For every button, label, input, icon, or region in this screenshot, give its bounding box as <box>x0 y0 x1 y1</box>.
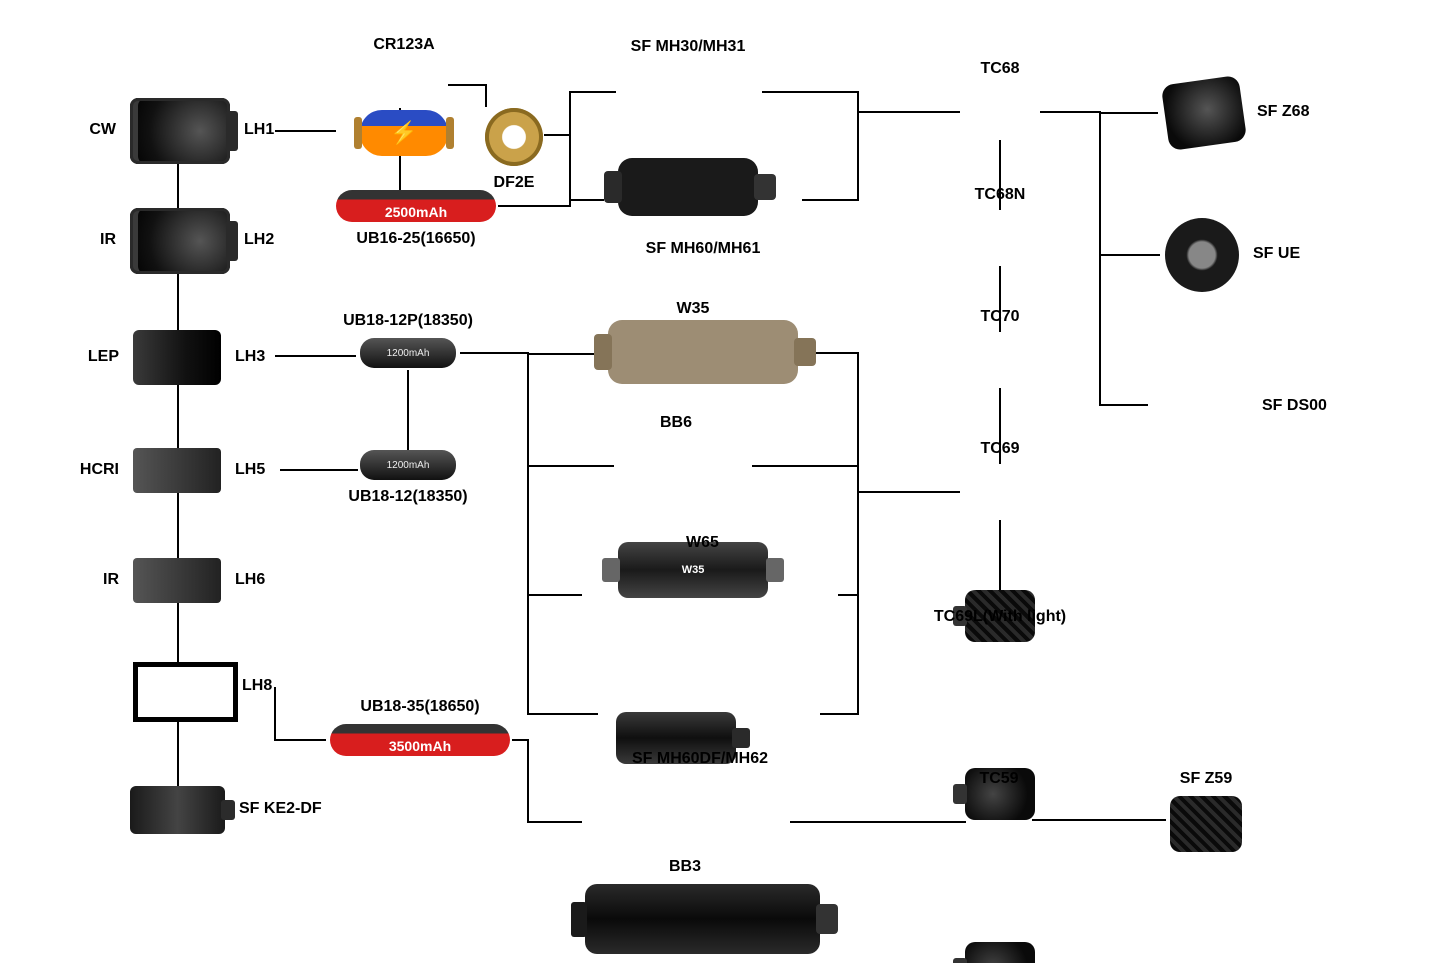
connector-line <box>838 492 858 595</box>
connector-line <box>275 687 326 740</box>
label-tc69: TC69 <box>980 440 1019 458</box>
component-cr123: ⚡ <box>360 110 448 156</box>
component-tc70 <box>965 942 1035 963</box>
label-tc59: TC59 <box>979 770 1018 788</box>
label-tc68: TC68 <box>980 60 1019 78</box>
label-ir2: IR <box>103 571 119 589</box>
inner-text-w35: W35 <box>682 564 705 576</box>
component-lh5 <box>133 448 221 493</box>
label-sf_z68: SF Z68 <box>1257 103 1309 121</box>
label-df2e: DF2E <box>494 174 535 192</box>
connector-line <box>788 353 960 492</box>
label-sf_ds00: SF DS00 <box>1262 397 1327 415</box>
label-tc70: TC70 <box>980 308 1019 326</box>
inner-text-ub1835: 3500mAh <box>389 738 451 754</box>
label-ub18_35: UB18-35(18650) <box>360 698 479 716</box>
label-bb3: BB3 <box>669 858 701 876</box>
label-lep: LEP <box>88 348 119 366</box>
component-ub16: 2500mAh <box>336 190 496 222</box>
inner-text-ub1812: 1200mAh <box>387 460 430 471</box>
label-hcri: HCRI <box>80 461 119 479</box>
label-w65: W65 <box>686 534 719 552</box>
connector-line <box>820 595 858 714</box>
component-lh3 <box>133 330 221 385</box>
label-ir1: IR <box>100 231 116 249</box>
component-df2e <box>485 108 543 166</box>
label-lh6: LH6 <box>235 571 265 589</box>
label-sf_mh60: SF MH60/MH61 <box>646 240 761 258</box>
component-ub1812: 1200mAh <box>360 450 456 480</box>
connector-line <box>802 112 858 200</box>
inner-text-cr123: ⚡ <box>390 120 417 146</box>
component-mh30 <box>618 158 758 216</box>
label-bb6: BB6 <box>660 414 692 432</box>
component-lh2 <box>130 208 230 274</box>
connector-line <box>528 354 614 466</box>
connector-line <box>448 85 486 107</box>
label-sf_z59: SF Z59 <box>1180 770 1232 788</box>
component-z59 <box>1170 796 1242 852</box>
component-lh1 <box>130 98 230 164</box>
label-lh2: LH2 <box>244 231 274 249</box>
diagram-canvas: CW LH1 IR LH2 LEP LH3 HCRI LH5 IR LH6 LH8 SF KE2-DF… <box>0 0 1445 963</box>
connector-line <box>528 595 598 714</box>
component-ub1835: 3500mAh <box>330 724 510 756</box>
label-cr123a: CR123A <box>373 36 434 54</box>
label-tc69l: TC69L(With light) <box>934 608 1066 626</box>
component-ub1812p: 1200mAh <box>360 338 456 368</box>
label-lh5: LH5 <box>235 461 265 479</box>
label-w35: W35 <box>677 300 710 318</box>
label-sf_mh30: SF MH30/MH31 <box>631 38 746 56</box>
label-lh1: LH1 <box>244 121 274 139</box>
component-lh6 <box>133 558 221 603</box>
inner-text-ub16: 2500mAh <box>385 204 447 220</box>
connector-line <box>528 466 582 595</box>
component-z68 <box>1161 75 1247 151</box>
label-lh8: LH8 <box>242 677 272 695</box>
label-sf_ue: SF UE <box>1253 245 1300 263</box>
label-sf_mh60df: SF MH60DF/MH62 <box>632 750 768 768</box>
component-mh60 <box>608 320 798 384</box>
label-ub18_12p: UB18-12P(18350) <box>343 312 473 330</box>
label-cw: CW <box>89 121 116 139</box>
label-sf_ke2df: SF KE2-DF <box>239 800 322 818</box>
component-ue <box>1165 218 1239 292</box>
label-tc68n: TC68N <box>975 186 1026 204</box>
component-w65 <box>585 884 820 954</box>
connector-line <box>762 92 960 112</box>
connector-line <box>512 740 582 822</box>
connector-line <box>460 353 600 354</box>
inner-text-ub1812p: 1200mAh <box>387 348 430 359</box>
component-lh8 <box>133 662 238 722</box>
label-ub16_25: UB16-25(16650) <box>356 230 475 248</box>
connector-line <box>1100 255 1148 405</box>
component-ke2 <box>130 786 225 834</box>
connector-line <box>1040 112 1158 113</box>
label-ub18_12: UB18-12(18350) <box>348 488 467 506</box>
label-lh3: LH3 <box>235 348 265 366</box>
connector-line <box>1100 113 1160 255</box>
